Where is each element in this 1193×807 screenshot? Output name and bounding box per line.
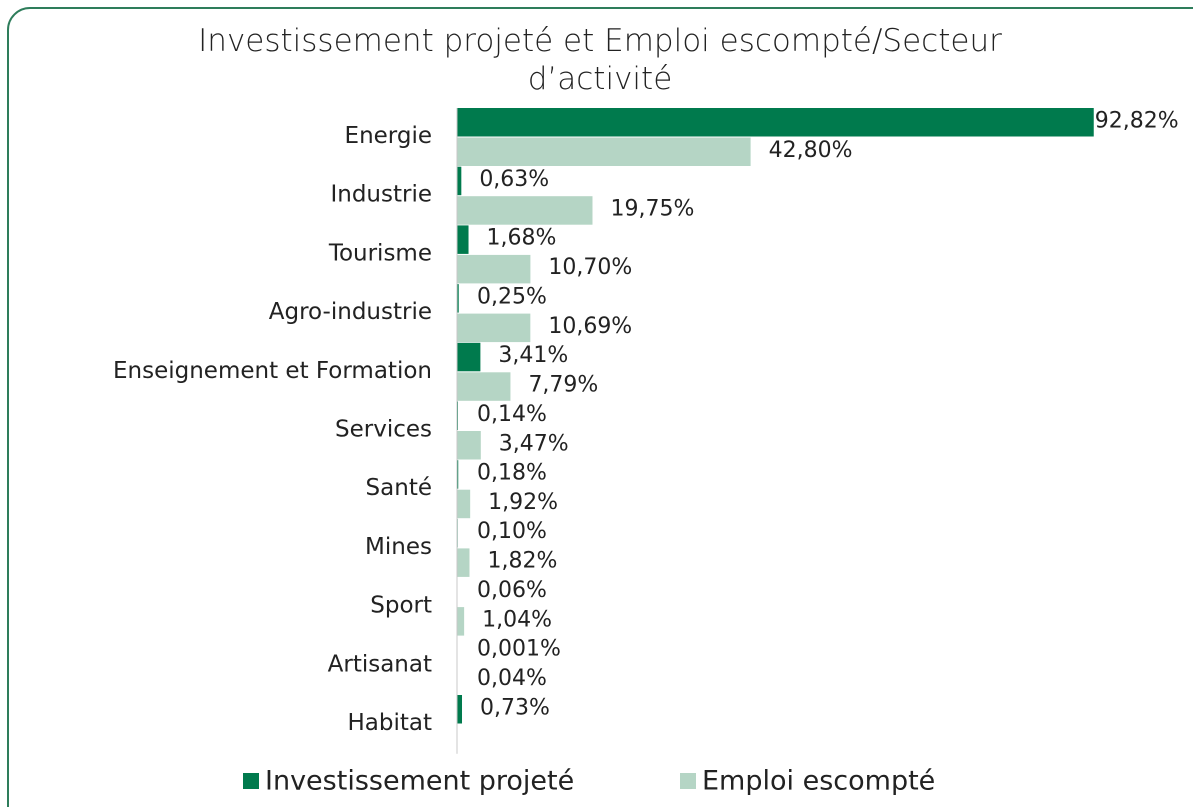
bar xyxy=(457,166,462,196)
category-label: Habitat xyxy=(347,710,432,736)
category-label: Mines xyxy=(365,534,432,560)
legend-swatch xyxy=(243,773,259,789)
category-label: Santé xyxy=(366,475,432,501)
category-label: Industrie xyxy=(330,182,432,208)
bar xyxy=(457,460,459,489)
value-label: 0,04% xyxy=(477,666,547,691)
value-label: 7,79% xyxy=(528,373,598,398)
legend-label: Emploi escompté xyxy=(702,766,935,797)
legend-label: Investissement projeté xyxy=(265,766,574,797)
value-label: 42,80% xyxy=(769,138,853,163)
value-label: 1,68% xyxy=(487,226,557,251)
value-label: 92,82% xyxy=(1095,108,1179,133)
bar xyxy=(457,196,593,225)
value-label: 0,14% xyxy=(477,402,547,427)
bar xyxy=(457,489,471,519)
value-label: 0,63% xyxy=(479,167,549,192)
value-label: 0,73% xyxy=(480,695,550,720)
category-label: Enseignement et Formation xyxy=(113,358,432,384)
frame xyxy=(7,7,1193,807)
bar xyxy=(457,254,531,284)
value-label: 0,001% xyxy=(477,637,561,662)
bar xyxy=(457,313,531,343)
bar xyxy=(457,548,470,577)
bar xyxy=(457,342,481,372)
bar xyxy=(457,431,481,460)
bar xyxy=(457,695,463,724)
category-label: Sport xyxy=(370,593,432,619)
value-label: 19,75% xyxy=(610,196,694,221)
value-label: 1,04% xyxy=(482,607,552,632)
bar xyxy=(457,607,465,636)
category-label: Energie xyxy=(345,123,432,149)
bar xyxy=(457,372,511,401)
category-label: Tourisme xyxy=(328,240,432,266)
value-label: 0,06% xyxy=(477,578,547,603)
value-label: 0,18% xyxy=(477,460,547,485)
value-label: 1,82% xyxy=(487,549,557,574)
value-label: 0,10% xyxy=(477,519,547,544)
bar xyxy=(457,225,469,254)
legend-swatch xyxy=(680,773,696,789)
category-label: Services xyxy=(335,417,432,443)
value-label: 10,69% xyxy=(548,314,632,339)
value-label: 10,70% xyxy=(548,255,632,280)
value-label: 3,41% xyxy=(498,343,568,368)
category-label: Artisanat xyxy=(328,651,432,677)
bar xyxy=(457,108,1094,137)
bar xyxy=(457,137,751,166)
bar xyxy=(457,284,459,313)
category-label: Agro-industrie xyxy=(269,299,432,325)
value-label: 0,25% xyxy=(477,284,547,309)
value-label: 1,92% xyxy=(488,490,558,515)
chart-title: Investissement projeté et Emploi escompt… xyxy=(198,23,1002,97)
value-label: 3,47% xyxy=(499,431,569,456)
